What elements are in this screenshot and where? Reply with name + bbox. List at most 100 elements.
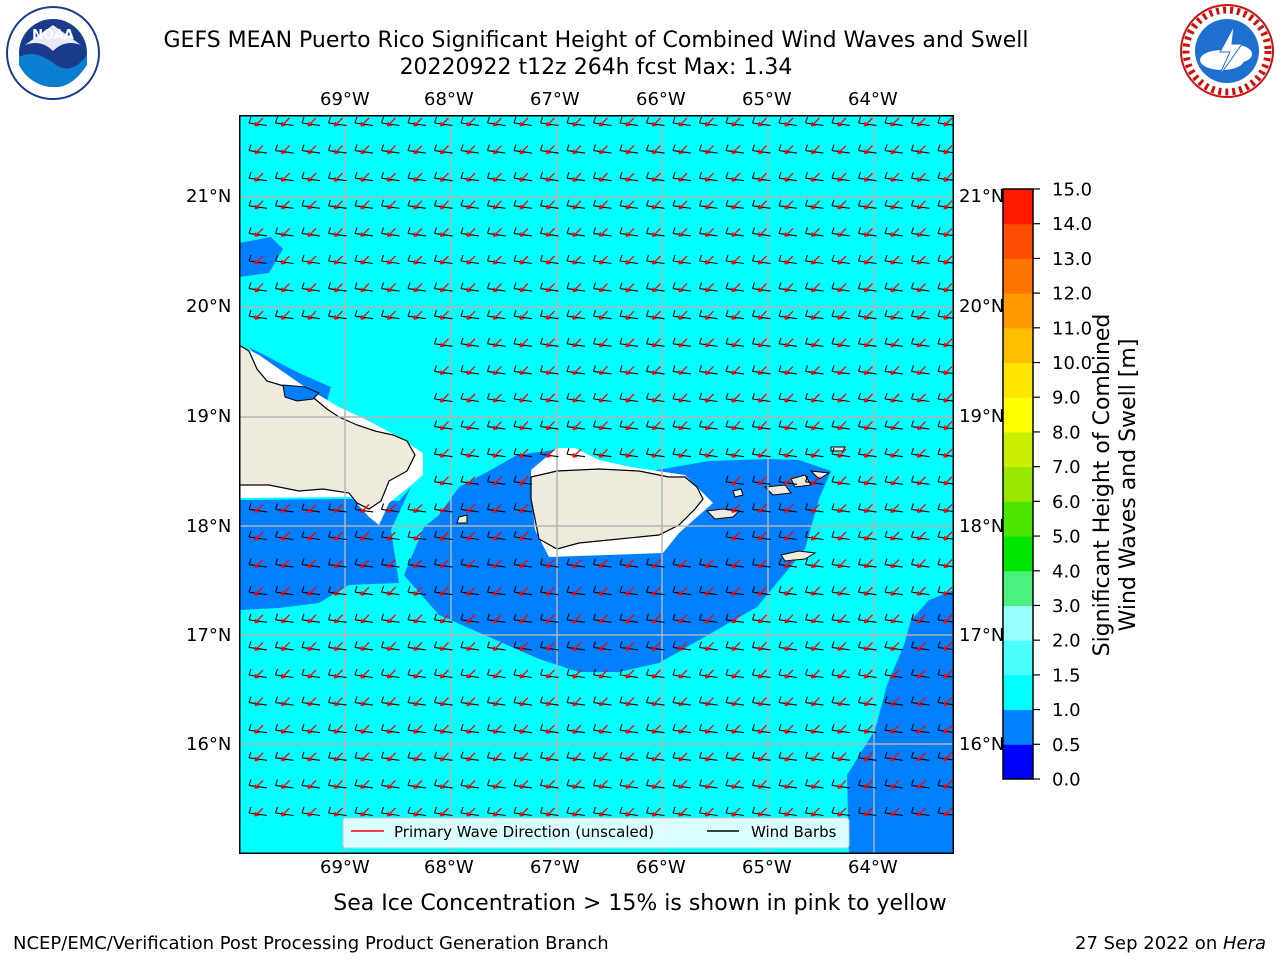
wind-barb [433, 806, 453, 817]
wave-direction-arrow [625, 641, 635, 652]
wind-barb [751, 199, 771, 209]
wind-barb [327, 172, 347, 182]
wind-barb [884, 310, 904, 320]
wind-barb [566, 144, 586, 154]
wind-barb [539, 392, 559, 403]
wave-direction-arrow [863, 393, 873, 403]
wave-direction-arrow [863, 255, 873, 265]
wave-direction-arrow [943, 752, 953, 762]
wind-barb [327, 530, 347, 541]
lat-label-right: 17°N [959, 625, 1005, 646]
wave-direction-arrow [810, 807, 820, 817]
wind-barb [645, 254, 665, 265]
colorbar-label-line1: Significant Height of Combined [1090, 313, 1115, 657]
wind-barb [327, 254, 347, 265]
wind-barb [407, 724, 427, 734]
wave-direction-arrow [704, 752, 714, 762]
wind-barb [380, 696, 400, 706]
wind-barb [486, 199, 506, 209]
wave-direction-arrow [784, 724, 794, 734]
wave-direction-arrow [704, 172, 714, 182]
wave-direction-arrow [651, 227, 661, 238]
wave-direction-arrow [916, 283, 926, 293]
wave-direction-arrow [890, 421, 900, 431]
wind-barb [460, 420, 480, 430]
wave-direction-arrow [360, 724, 370, 734]
wave-direction-arrow [943, 779, 953, 790]
colorbar-tick-label: 1.5 [1052, 665, 1081, 686]
wave-direction-arrow [466, 421, 476, 431]
wave-direction-arrow [757, 393, 767, 403]
wind-barb [698, 696, 718, 706]
wave-direction-arrow [678, 779, 688, 790]
wind-barb [380, 586, 400, 596]
wave-direction-arrow [439, 807, 449, 817]
wind-barb [884, 144, 904, 154]
wind-barb [513, 613, 533, 623]
wind-barb [725, 696, 745, 706]
wind-barb [248, 227, 268, 237]
wave-direction-arrow [757, 283, 767, 293]
wind-barb [248, 254, 268, 265]
wave-direction-arrow [837, 255, 847, 265]
wave-direction-arrow [625, 779, 635, 790]
colorbar-band [1003, 709, 1033, 745]
wave-direction-arrow [439, 779, 449, 790]
wind-barb [354, 116, 374, 127]
wave-direction-arrow [572, 365, 582, 376]
wind-barb [645, 641, 665, 651]
wave-direction-arrow [784, 310, 794, 320]
wave-direction-arrow [254, 779, 264, 790]
wave-direction-arrow [810, 283, 820, 293]
wind-barb [539, 779, 559, 789]
wave-direction-arrow [625, 172, 635, 182]
wind-barb [433, 779, 453, 789]
wave-direction-arrow [943, 421, 953, 431]
wave-direction-arrow [890, 503, 900, 514]
wind-barb [831, 310, 851, 320]
wind-barb [778, 144, 798, 154]
wave-direction-arrow [386, 807, 396, 817]
wind-barb [274, 724, 294, 734]
wave-direction-arrow [254, 172, 264, 182]
wave-direction-arrow [598, 559, 608, 569]
wind-barb [380, 199, 400, 209]
wind-barb [698, 448, 718, 458]
wave-direction-arrow [386, 255, 396, 265]
wave-direction-arrow [651, 614, 661, 624]
wave-direction-arrow [466, 117, 476, 127]
wave-direction-arrow [731, 669, 741, 679]
wind-barb [486, 558, 506, 568]
wind-barb [354, 751, 374, 761]
wind-barb [301, 558, 321, 568]
lat-label-right: 21°N [959, 186, 1005, 207]
wave-direction-arrow [466, 365, 476, 376]
wind-barb [778, 337, 798, 347]
wave-direction-arrow [519, 393, 529, 403]
wind-barb [460, 503, 480, 513]
wave-direction-arrow [837, 531, 847, 541]
wave-direction-arrow [784, 752, 794, 762]
wave-direction-arrow [492, 503, 502, 514]
wave-direction-arrow [890, 476, 900, 486]
wind-barb [513, 503, 533, 513]
wave-direction-arrow [731, 145, 741, 155]
wave-direction-arrow [837, 559, 847, 569]
wave-direction-arrow [439, 448, 449, 458]
wind-barb [274, 530, 294, 541]
wind-barb [698, 668, 718, 679]
wave-direction-arrow [943, 476, 953, 486]
wind-barb [380, 558, 400, 568]
wind-barb [460, 282, 480, 292]
wave-direction-arrow [757, 779, 767, 790]
wind-barb [566, 724, 586, 734]
wind-barb [513, 392, 533, 403]
wave-zone-low [404, 448, 831, 672]
wave-direction-arrow [413, 145, 423, 155]
wind-barb [566, 806, 586, 817]
wave-direction-arrow [466, 641, 476, 652]
wave-direction-arrow [731, 338, 741, 348]
island-st-croix [780, 550, 817, 562]
wind-barb [910, 116, 930, 127]
wind-barb [592, 586, 612, 596]
